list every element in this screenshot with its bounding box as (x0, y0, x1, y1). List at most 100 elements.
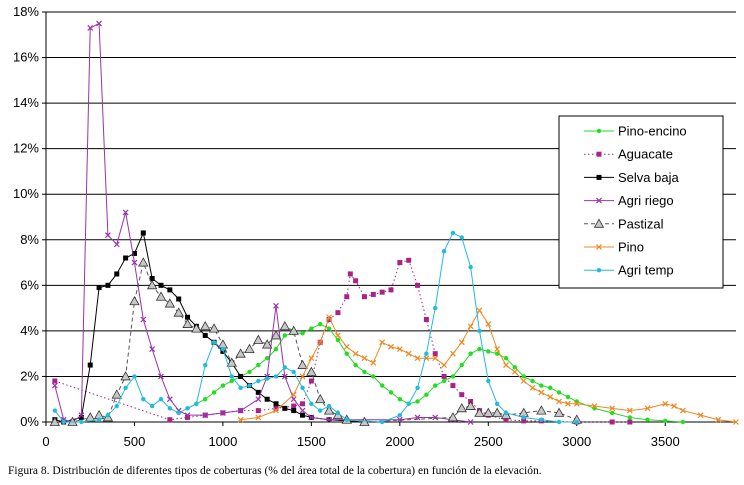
series-pastizal (49, 257, 582, 426)
data-point (211, 340, 217, 345)
data-point (477, 328, 482, 334)
data-point (326, 326, 332, 331)
data-point (104, 232, 111, 239)
data-point (167, 406, 173, 411)
data-point (297, 359, 308, 369)
data-point (185, 314, 191, 320)
data-point (511, 368, 518, 375)
data-point (379, 289, 385, 295)
data-point (113, 241, 120, 248)
legend-entry: Pino (584, 240, 644, 255)
data-point (273, 302, 279, 309)
y-axis-ticks: 0% 2% 4% 6% 8% 10% 12% 14% 16% 18% (13, 4, 46, 429)
data-point (456, 403, 467, 413)
data-point (244, 343, 255, 354)
data-point (264, 376, 270, 381)
data-point (361, 294, 367, 300)
data-point (326, 314, 333, 321)
legend-box (558, 115, 724, 289)
x-tick-label: 3000 (562, 434, 591, 449)
data-point (538, 389, 545, 396)
data-point (61, 419, 66, 425)
legend: Pino-encino Aguacate Selva baja Agri riego P… (558, 115, 724, 289)
legend-label: Pino (618, 240, 644, 255)
legend-swatch-marker (596, 244, 602, 250)
data-point (273, 405, 279, 411)
data-point (553, 407, 565, 417)
data-point (149, 346, 156, 353)
data-point (318, 408, 323, 413)
x-tick-label: 500 (124, 434, 146, 449)
data-point (226, 357, 237, 367)
data-point (273, 407, 279, 414)
data-point (662, 400, 669, 407)
data-point (468, 351, 473, 356)
data-point (361, 355, 368, 362)
x-tick-label: 0 (42, 434, 49, 449)
data-point (114, 403, 119, 409)
data-point (326, 317, 332, 322)
data-point (521, 415, 526, 420)
data-point (627, 415, 633, 420)
data-point (477, 346, 482, 352)
series-pino (237, 307, 739, 425)
data-point (87, 25, 94, 31)
data-point (433, 383, 438, 388)
data-point (79, 419, 84, 425)
data-point (308, 378, 314, 384)
legend-label: Pastizal (618, 216, 664, 231)
data-point (122, 209, 129, 216)
data-point (219, 409, 226, 416)
y-tick-label: 8% (20, 232, 39, 247)
data-point (433, 305, 438, 311)
y-tick-label: 10% (13, 186, 39, 201)
data-point (486, 349, 491, 354)
data-point (308, 355, 315, 362)
data-point (85, 412, 96, 422)
data-point (253, 334, 264, 344)
data-point (200, 321, 211, 331)
data-point (191, 323, 202, 333)
data-point (521, 374, 526, 379)
data-point (138, 257, 149, 267)
data-point (388, 287, 394, 293)
data-point (414, 355, 421, 362)
legend-swatch-marker (593, 218, 605, 228)
data-point (238, 385, 243, 391)
data-point (521, 418, 527, 424)
data-point (494, 351, 500, 356)
data-point (229, 378, 234, 384)
data-point (548, 385, 553, 391)
data-point (194, 401, 199, 406)
data-point (344, 294, 350, 300)
data-point (334, 332, 341, 339)
data-point (256, 362, 261, 368)
data-point (459, 362, 464, 368)
data-point (458, 339, 465, 346)
data-point (291, 369, 296, 375)
data-point (185, 414, 191, 420)
data-point (220, 346, 226, 352)
data-point (343, 343, 350, 350)
legend-label: Selva baja (618, 170, 679, 185)
data-point (406, 401, 411, 406)
data-point (536, 405, 547, 415)
data-point (202, 332, 208, 338)
data-point (140, 230, 146, 236)
data-point (680, 419, 686, 425)
data-point (467, 419, 474, 425)
data-point (405, 350, 412, 357)
data-point (450, 383, 456, 389)
data-point (123, 385, 128, 391)
series-line (54, 262, 577, 423)
data-point (300, 385, 305, 391)
legend-entry: Agri temp (584, 263, 674, 278)
data-point (167, 417, 173, 423)
x-tick-label: 1000 (208, 434, 237, 449)
data-point (247, 369, 252, 375)
data-point (335, 310, 341, 316)
data-point (131, 250, 137, 256)
data-point (494, 401, 500, 406)
data-point (255, 414, 262, 421)
data-point (300, 412, 306, 418)
